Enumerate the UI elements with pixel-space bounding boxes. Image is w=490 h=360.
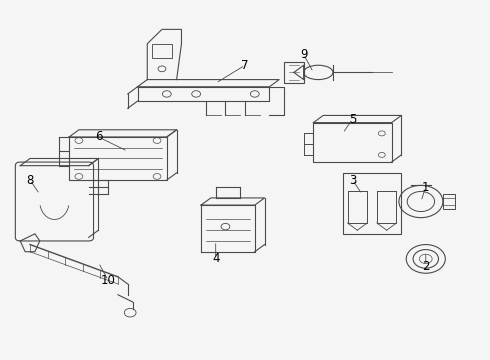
- Bar: [69, 137, 167, 180]
- Text: 1: 1: [422, 181, 430, 194]
- Text: 9: 9: [300, 48, 307, 61]
- Text: 8: 8: [26, 174, 34, 186]
- Bar: [343, 173, 401, 234]
- Bar: [284, 62, 304, 83]
- Bar: [443, 194, 455, 209]
- Text: 3: 3: [349, 174, 356, 186]
- Text: 7: 7: [241, 59, 249, 72]
- Text: 10: 10: [101, 274, 116, 287]
- Text: 2: 2: [422, 260, 430, 273]
- Text: 5: 5: [349, 113, 356, 126]
- Bar: [152, 44, 171, 58]
- Text: 4: 4: [212, 252, 220, 265]
- Text: 6: 6: [95, 130, 102, 144]
- Bar: [314, 123, 392, 162]
